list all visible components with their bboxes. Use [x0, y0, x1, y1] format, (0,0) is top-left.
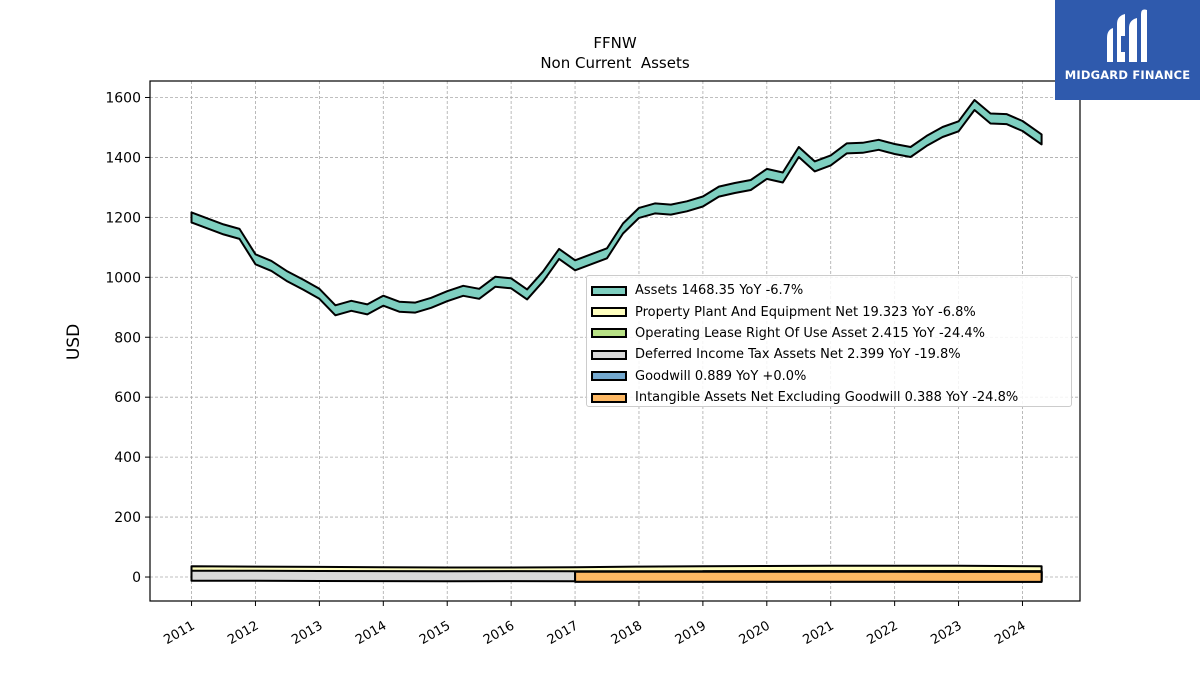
x-tick-label: 2015	[417, 618, 453, 648]
plot-frame	[149, 80, 1081, 602]
x-tick-label: 2012	[225, 618, 261, 648]
x-tick-label: 2020	[737, 618, 773, 648]
legend-swatch	[591, 392, 627, 403]
x-axis: 2011 2012 2013 2014 2015 2016 2017 2018 2019 2020…	[161, 601, 1028, 648]
y-tick-label: 1200	[105, 210, 141, 226]
y-tick-label: 1400	[105, 150, 141, 166]
x-tick-label: 2014	[353, 618, 389, 648]
y-tick-label: 1600	[105, 90, 141, 106]
x-tick-label: 2011	[161, 618, 197, 648]
logo-text: MIDGARD FINANCE	[1064, 68, 1191, 82]
legend-swatch	[591, 307, 627, 318]
brand-logo: MIDGARD FINANCE	[1055, 0, 1200, 100]
legend-item: Assets 1468.35 YoY -6.7%	[587, 280, 1071, 301]
series-0-band	[190, 99, 1043, 317]
legend-item: Property Plant And Equipment Net 19.323 …	[587, 301, 1071, 322]
y-axis: 0 200 400 600 800 1000 1200 1400 1600	[105, 90, 150, 586]
legend-swatch	[591, 285, 627, 296]
x-tick-label: 2024	[992, 618, 1028, 648]
legend-label: Intangible Assets Net Excluding Goodwill…	[635, 390, 1019, 406]
x-tick-label: 2023	[928, 618, 964, 648]
legend-label: Goodwill 0.889 YoY +0.0%	[635, 368, 807, 384]
x-tick-label: 2016	[481, 618, 517, 648]
y-tick-label: 0	[132, 570, 141, 586]
x-tick-label: 2017	[545, 618, 581, 648]
legend-swatch	[591, 349, 627, 360]
legend: Assets 1468.35 YoY -6.7% Property Plant A…	[586, 275, 1072, 407]
x-tick-label: 2013	[289, 618, 325, 648]
series-5-band	[574, 570, 1043, 583]
legend-item: Intangible Assets Net Excluding Goodwill…	[587, 387, 1071, 408]
y-tick-label: 200	[114, 510, 141, 526]
x-tick-label: 2019	[673, 618, 709, 648]
legend-label: Property Plant And Equipment Net 19.323 …	[635, 304, 976, 320]
x-tick-label: 2021	[801, 618, 837, 648]
logo-mark-icon	[1107, 9, 1147, 62]
legend-item: Operating Lease Right Of Use Asset 2.415…	[587, 323, 1071, 344]
x-tick-label: 2018	[609, 618, 645, 648]
series-layer	[190, 99, 1043, 583]
legend-label: Operating Lease Right Of Use Asset 2.415…	[635, 325, 985, 341]
y-tick-label: 800	[114, 330, 141, 346]
legend-item: Goodwill 0.889 YoY +0.0%	[587, 366, 1071, 387]
legend-swatch	[591, 371, 627, 382]
legend-label: Assets 1468.35 YoY -6.7%	[635, 283, 804, 299]
chart-subtitle: Non Current Assets	[540, 54, 690, 72]
y-tick-label: 400	[114, 450, 141, 466]
x-tick-label: 2022	[864, 618, 900, 648]
y-axis-label: USD	[64, 324, 84, 360]
y-tick-label: 1000	[105, 270, 141, 286]
legend-item: Deferred Income Tax Assets Net 2.399 YoY…	[587, 344, 1071, 365]
legend-swatch	[591, 328, 627, 339]
legend-label: Deferred Income Tax Assets Net 2.399 YoY…	[635, 347, 961, 363]
y-tick-label: 600	[114, 390, 141, 406]
chart-title: FFNW	[593, 34, 636, 52]
